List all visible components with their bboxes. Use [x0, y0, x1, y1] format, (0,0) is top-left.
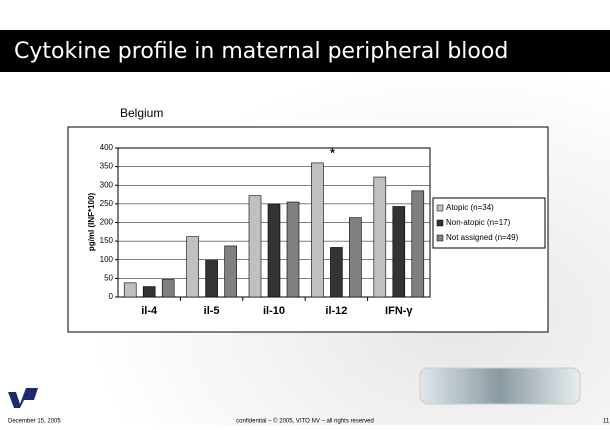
bar	[224, 245, 237, 298]
annotation: *	[330, 146, 335, 160]
y-tick-label: 400	[100, 143, 114, 152]
x-tick-label: il-4	[141, 305, 158, 317]
y-axis-label: pg/ml (INF*100)	[87, 193, 96, 252]
y-tick-label: 200	[100, 218, 114, 227]
slide-title: Cytokine profile in maternal peripheral …	[14, 39, 508, 64]
x-tick-label: il-10	[263, 305, 285, 317]
bar	[142, 286, 156, 298]
bar	[161, 279, 175, 298]
footer-text: confidential – © 2005, VITO NV – all rig…	[236, 418, 374, 425]
chart-title: Belgium	[120, 106, 163, 120]
bar	[330, 247, 343, 298]
legend-swatch	[436, 204, 444, 212]
legend-swatch	[436, 219, 444, 227]
legend-label: Not assigned (n=49)	[446, 233, 519, 242]
bar	[392, 206, 406, 298]
y-tick-label: 100	[100, 255, 114, 264]
bar	[248, 195, 262, 298]
y-tick-label: 350	[100, 162, 114, 171]
legend-label: Non-atopic (n=17)	[446, 218, 511, 227]
bar	[311, 162, 324, 298]
bar	[373, 176, 387, 298]
page-number: 11	[603, 419, 610, 425]
bar	[186, 236, 199, 298]
title-bar	[0, 30, 610, 72]
legend-swatch	[436, 234, 444, 242]
y-tick-label: 250	[100, 199, 114, 208]
x-tick-label: il-12	[325, 305, 347, 317]
y-tick-label: 300	[100, 180, 114, 189]
legend-label: Atopic (n=34)	[446, 203, 494, 212]
building-photo	[419, 367, 581, 405]
bar	[267, 203, 281, 298]
bar	[411, 190, 425, 298]
footer-date: December 15, 2005	[8, 419, 61, 425]
y-tick-label: 0	[109, 292, 114, 301]
bar	[286, 201, 300, 298]
y-tick-label: 150	[100, 236, 114, 245]
bar	[205, 259, 218, 298]
legend-box	[432, 197, 546, 249]
x-tick-label: IFN-γ	[385, 305, 413, 317]
x-tick-label: il-5	[204, 305, 220, 317]
y-tick-label: 50	[104, 273, 113, 282]
bar	[349, 217, 362, 298]
logo	[8, 388, 38, 408]
bar	[123, 282, 137, 298]
